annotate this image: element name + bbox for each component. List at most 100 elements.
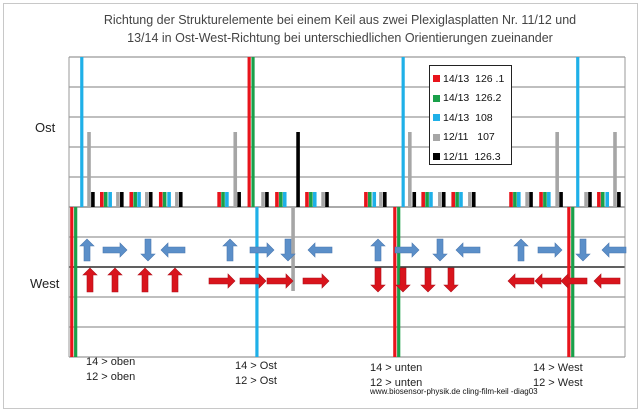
y-label-ost: Ost [35,120,56,135]
bar-series-0 [539,192,543,207]
bar-series-2 [282,192,287,207]
bar-series-0 [275,192,279,207]
bar-series-0 [217,192,221,207]
bar-series-4 [617,192,621,207]
bar-series-1 [455,192,459,207]
chart-title-line1: Richtung der Strukturelemente bei einem … [103,13,577,27]
arrow-right-icon [249,242,275,258]
arrow-down-icon [420,267,436,293]
arrow-down-icon [432,238,448,262]
bar-series-3 [555,132,559,207]
legend-swatch-green [433,94,440,102]
bar-series-3 [291,207,295,291]
bar-series-3 [87,132,91,207]
bar-series-0 [70,207,74,357]
arrow-left-icon [160,242,186,258]
bar-series-1 [221,192,225,207]
bar-series-4 [559,192,563,207]
bar-series-2 [372,192,377,207]
bar-series-0 [597,192,601,207]
arrow-up-icon [222,238,238,262]
bar-series-4 [178,192,183,207]
arrow-up-icon [82,267,98,293]
arrow-down-icon [575,238,591,262]
bar-series-0 [247,57,251,207]
arrow-left-icon [593,273,621,289]
bar-series-1 [74,207,78,357]
legend-item: 12/11 107 [433,128,511,148]
arrow-left-icon [507,273,535,289]
arrow-right-icon [302,273,330,289]
bar-series-0 [509,192,513,207]
group-label: 14 > West 12 > West [533,362,583,389]
arrow-right-icon [239,273,267,289]
bar-series-1 [543,192,547,207]
bar-series-1 [162,192,167,207]
arrow-up-icon [107,267,123,293]
bar-series-3 [116,192,120,207]
legend-item: 14/13 126 .1 [433,69,511,89]
arrow-up-icon [167,267,183,293]
legend-swatch-red [433,75,440,83]
arrow-down-icon [370,267,386,293]
bar-series-2 [167,192,171,207]
bar-series-2 [429,192,433,207]
arrow-right-icon [102,242,128,258]
arrow-right-icon [537,242,563,258]
arrow-up-icon [370,238,386,262]
bar-series-4 [265,192,269,207]
legend-label: 14/13 108 [443,111,493,124]
bar-series-4 [120,192,124,207]
bar-series-2 [517,192,521,207]
bar-series-0 [305,192,309,207]
bar-series-3 [408,132,412,207]
legend-item: 14/13 108 [433,108,511,128]
legend: 14/13 126 .1 14/13 126.2 14/13 108 12/11… [429,65,512,165]
arrow-down-icon [395,267,411,293]
bar-series-0 [158,192,163,207]
bar-series-0 [393,207,397,357]
arrow-down-icon [443,267,459,293]
bar-series-3 [175,192,179,207]
arrow-left-icon [455,242,481,258]
bar-series-0 [451,192,455,207]
bar-series-3 [525,192,529,207]
group-label: 14 > Ost 12 > Ost [235,360,277,387]
arrow-right-icon [266,273,294,289]
bar-series-4 [237,192,241,207]
bar-series-4 [296,132,300,207]
bar-series-4 [148,192,153,207]
bar-series-1 [133,192,137,207]
bar-series-2 [137,192,141,207]
legend-swatch-black [433,153,440,161]
arrow-up-icon [513,238,529,262]
arrow-left-icon [560,273,588,289]
bar-series-3 [321,192,325,207]
bar-series-3 [145,192,149,207]
bar-series-4 [91,192,95,207]
bar-series-3 [584,192,588,207]
bar-series-4 [383,192,387,207]
bar-series-3 [261,192,265,207]
group-label: 14 > unten 12 > unten [370,362,423,389]
bar-series-0 [421,192,425,207]
arrow-left-icon [601,242,627,258]
bar-series-2 [312,192,317,207]
bar-series-3 [613,132,617,207]
bar-series-3 [438,192,442,207]
chart-frame [3,3,638,409]
bar-series-1 [397,207,401,357]
legend-swatch-cyan [433,114,440,122]
bar-series-1 [251,57,255,207]
bar-series-4 [471,192,476,207]
bar-series-4 [588,192,592,207]
bar-series-3 [379,192,383,207]
bar-series-0 [100,192,104,207]
bar-series-2 [108,192,112,207]
bar-series-2 [547,192,551,207]
legend-swatch-gray [433,133,440,141]
legend-label: 14/13 126 .1 [443,72,505,85]
chart-title-line2: 13/14 in Ost-West-Richtung bei unterschi… [127,31,553,45]
bar-series-0 [129,192,134,207]
